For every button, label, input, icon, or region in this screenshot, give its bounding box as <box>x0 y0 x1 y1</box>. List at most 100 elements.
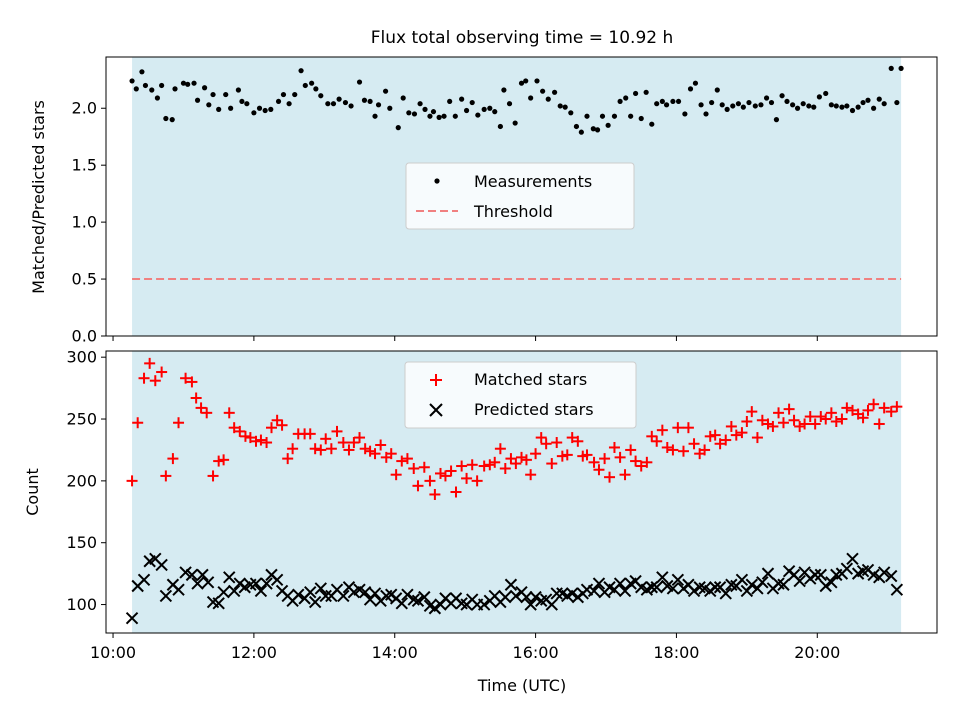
matched-star-point <box>783 403 795 415</box>
measurement-point <box>447 98 453 105</box>
matched-star-point <box>375 439 387 451</box>
predicted-star-point <box>666 582 680 595</box>
predicted-star-point <box>304 585 317 599</box>
matched-star-point <box>688 438 700 450</box>
matched-star-point <box>239 430 251 442</box>
measurement-point <box>501 87 507 93</box>
measurement-point <box>348 103 354 109</box>
measurement-point <box>871 105 877 111</box>
top-axes-frame <box>105 56 938 337</box>
predicted-star-point <box>840 562 854 575</box>
matched-star-point <box>593 464 605 476</box>
predicted-star-point <box>227 584 241 598</box>
measurement-point <box>235 87 241 93</box>
measurement-point <box>406 110 412 116</box>
measurement-point <box>692 80 699 86</box>
matched-star-point <box>815 411 827 423</box>
measurement-point <box>839 104 845 110</box>
matched-star-point <box>682 422 694 434</box>
predicted-star-point <box>719 587 732 600</box>
measurement-point <box>638 115 644 122</box>
measurement-point <box>551 89 558 95</box>
measurement-point <box>611 113 618 119</box>
matched-star-point <box>244 432 256 444</box>
measurement-point <box>719 102 725 108</box>
measurement-point <box>682 111 688 117</box>
matched-star-point <box>788 414 800 426</box>
predicted-stars-points <box>125 552 904 625</box>
matched-star-point <box>149 375 161 387</box>
measurement-point <box>298 68 304 74</box>
measurement-point <box>223 91 229 98</box>
legend-predicted-marker <box>429 403 443 417</box>
measurement-point <box>865 97 871 103</box>
measurement-point <box>800 101 806 107</box>
measurement-point <box>430 109 437 115</box>
matched-star-point <box>207 470 219 482</box>
measurement-point <box>268 106 274 112</box>
matched-star-point <box>261 437 273 449</box>
matched-star-point <box>343 444 355 456</box>
top-legend-box <box>405 162 635 230</box>
matched-star-point <box>572 435 584 447</box>
matched-star-point <box>435 467 447 479</box>
matched-star-point <box>282 453 294 465</box>
predicted-star-point <box>217 585 230 599</box>
predicted-star-point <box>159 589 173 603</box>
predicted-star-point <box>529 590 542 604</box>
predicted-star-point <box>196 568 209 582</box>
measurement-point <box>758 102 764 108</box>
matched-star-point <box>672 422 684 434</box>
matched-star-point <box>223 407 235 419</box>
matched-stars-points <box>126 357 903 500</box>
measurement-point <box>452 113 458 119</box>
matched-star-point <box>699 444 711 456</box>
measurement-point <box>395 125 401 131</box>
predicted-star-point <box>671 573 685 587</box>
predicted-star-point <box>260 577 273 590</box>
measurement-point <box>159 82 165 89</box>
matched-star-point <box>390 469 402 481</box>
matched-star-point <box>478 460 490 472</box>
y-tick-label: 1.5 <box>72 156 97 175</box>
bottom-panel: 100 150 200 250 300 10:00 12:00 14:00 16:00 18:0… <box>23 348 938 695</box>
matched-star-point <box>429 488 441 500</box>
matched-star-point <box>354 432 366 444</box>
matched-star-point <box>773 407 785 419</box>
predicted-star-point <box>587 584 601 598</box>
matched-star-point <box>725 420 737 432</box>
matched-star-point <box>581 449 593 461</box>
predicted-star-point <box>656 571 669 584</box>
predicted-star-point <box>428 602 442 615</box>
measurement-point <box>191 80 197 86</box>
matched-star-point <box>315 444 327 456</box>
y-tick-label: 300 <box>66 348 97 367</box>
matched-star-point <box>868 398 880 410</box>
predicted-star-point <box>368 587 382 600</box>
measurement-point <box>142 82 149 89</box>
matched-star-point <box>762 418 774 430</box>
measurement-point <box>487 105 493 111</box>
measurement-point <box>605 122 611 128</box>
legend-threshold-label: Threshold <box>473 202 553 221</box>
measurement-point <box>411 111 418 117</box>
measurement-point <box>518 80 525 86</box>
measurement-point <box>244 101 250 107</box>
measurement-point <box>709 99 715 106</box>
measurement-point <box>441 113 447 119</box>
matched-star-point <box>667 444 679 456</box>
measurement-point <box>670 98 676 105</box>
measurement-point <box>794 105 801 111</box>
matched-star-point <box>799 418 811 430</box>
matched-star-point <box>530 448 542 460</box>
matched-star-point <box>720 434 732 446</box>
measurement-point <box>280 91 287 98</box>
matched-star-point <box>359 443 371 455</box>
matched-star-point <box>287 443 299 455</box>
x-axis-label: Time (UTC) <box>477 676 566 695</box>
measurement-point <box>746 99 752 106</box>
top-y-axis-label: Matched/Predicted stars <box>29 100 48 294</box>
matched-star-point <box>456 460 468 472</box>
predicted-star-point <box>191 577 204 590</box>
matched-star-point <box>677 445 689 457</box>
